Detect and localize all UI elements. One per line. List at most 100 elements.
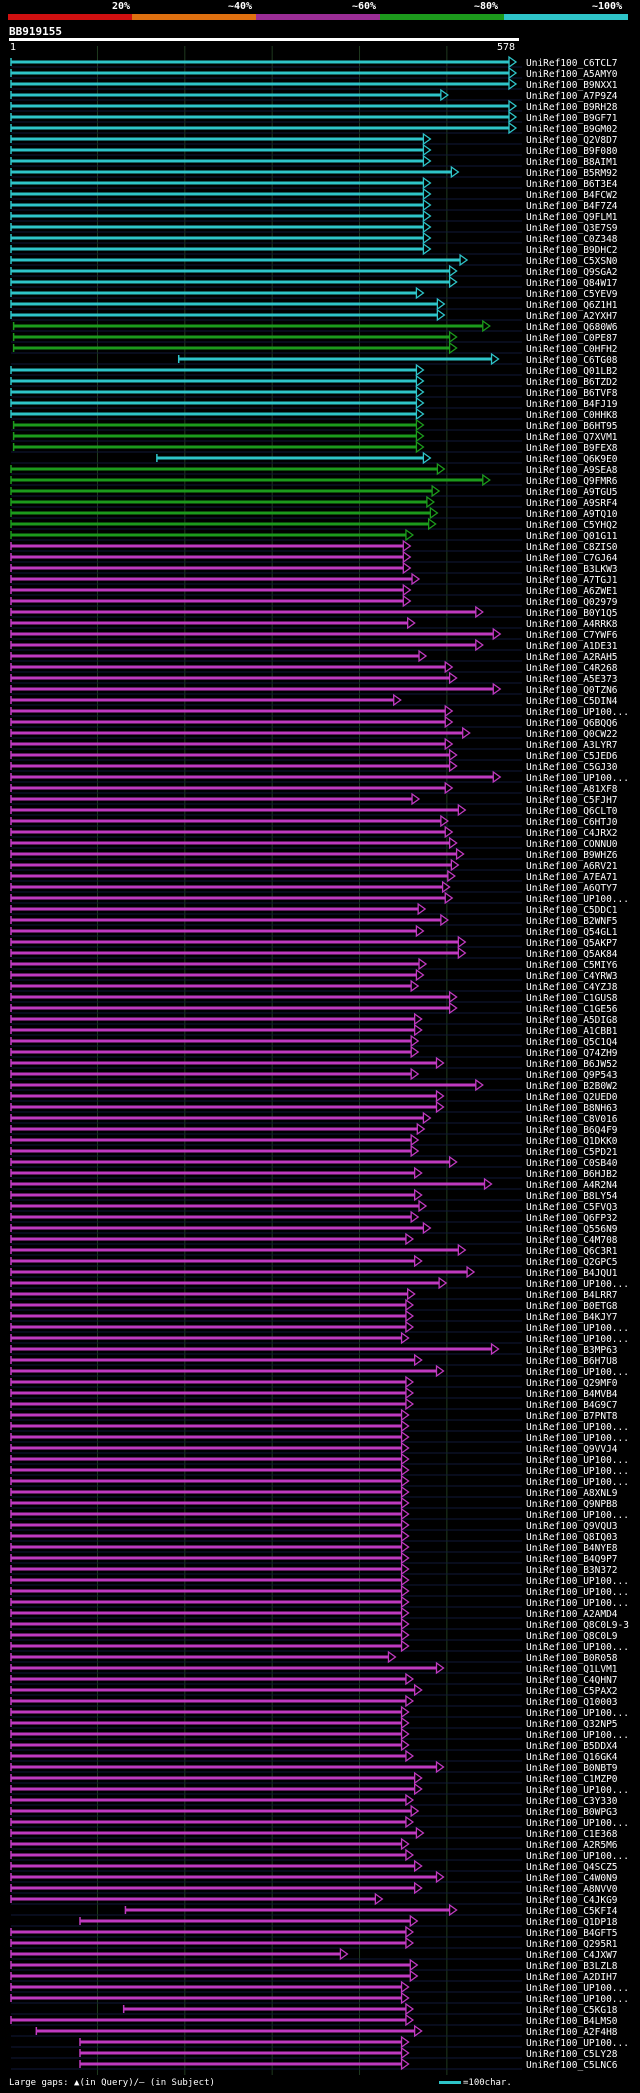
hit-bar[interactable] bbox=[11, 1545, 402, 1549]
hit-label[interactable]: UniRef100_UP100... bbox=[526, 1510, 629, 1521]
hit-label[interactable]: UniRef100_UP100... bbox=[526, 1708, 629, 1719]
hit-label[interactable]: UniRef100_B0WPG3 bbox=[526, 1807, 618, 1818]
hit-label[interactable]: UniRef100_C5KFI4 bbox=[526, 1906, 618, 1917]
hit-bar[interactable] bbox=[11, 753, 450, 757]
hit-row[interactable]: UniRef100_B9NXX1 bbox=[10, 77, 618, 91]
hit-row[interactable]: UniRef100_Q5AK84 bbox=[10, 946, 618, 960]
hit-label[interactable]: UniRef100_A2R5M6 bbox=[526, 1840, 618, 1851]
hit-bar[interactable] bbox=[11, 1028, 415, 1032]
hit-bar[interactable] bbox=[11, 1809, 412, 1813]
hit-row[interactable]: UniRef100_Q01LB2 bbox=[10, 363, 618, 377]
hit-row[interactable]: UniRef100_C6TG08 bbox=[11, 352, 618, 366]
hit-row[interactable]: UniRef100_Q9FMR6 bbox=[10, 473, 618, 487]
hit-bar[interactable] bbox=[11, 841, 450, 845]
hit-bar[interactable] bbox=[11, 1149, 412, 1153]
hit-row[interactable]: UniRef100_C1GE56 bbox=[10, 1001, 618, 1015]
hit-label[interactable]: UniRef100_C1GE56 bbox=[526, 1004, 618, 1015]
hit-label[interactable]: UniRef100_B3MP63 bbox=[526, 1345, 618, 1356]
hit-label[interactable]: UniRef100_C5YHQ2 bbox=[526, 520, 618, 531]
hit-bar[interactable] bbox=[123, 2007, 406, 2011]
hit-label[interactable]: UniRef100_UP100... bbox=[526, 707, 629, 718]
hit-row[interactable]: UniRef100_C5DIN4 bbox=[10, 693, 618, 707]
hit-row[interactable]: UniRef100_B9GF71 bbox=[10, 110, 618, 124]
hit-bar[interactable] bbox=[11, 280, 450, 284]
hit-label[interactable]: UniRef100_C1MZP0 bbox=[526, 1774, 618, 1785]
hit-bar[interactable] bbox=[11, 720, 446, 724]
hit-bar[interactable] bbox=[11, 1226, 424, 1230]
hit-row[interactable]: UniRef100_C6TCL7 bbox=[10, 55, 618, 69]
hit-bar[interactable] bbox=[80, 2051, 402, 2055]
hit-bar[interactable] bbox=[11, 742, 446, 746]
hit-label[interactable]: UniRef100_A6QTY7 bbox=[526, 883, 618, 894]
hit-bar[interactable] bbox=[11, 1248, 459, 1252]
hit-bar[interactable] bbox=[13, 324, 483, 328]
hit-bar[interactable] bbox=[11, 115, 509, 119]
hit-label[interactable]: UniRef100_C8ZIS0 bbox=[526, 542, 618, 553]
hit-row[interactable]: UniRef100_B4NYE8 bbox=[10, 1540, 618, 1554]
hit-label[interactable]: UniRef100_Q9VQU3 bbox=[526, 1521, 618, 1532]
hit-row[interactable]: UniRef100_A9TGU5 bbox=[10, 484, 618, 498]
hit-bar[interactable] bbox=[11, 1325, 406, 1329]
hit-bar[interactable] bbox=[11, 1699, 406, 1703]
hit-label[interactable]: UniRef100_A2F4H8 bbox=[526, 2027, 618, 2038]
hit-row[interactable]: UniRef100_UP100... bbox=[10, 1782, 629, 1796]
hit-label[interactable]: UniRef100_B6Q4F9 bbox=[526, 1125, 618, 1136]
hit-label[interactable]: UniRef100_Q1DKK0 bbox=[526, 1136, 618, 1147]
hit-label[interactable]: UniRef100_Q6FP32 bbox=[526, 1213, 618, 1224]
hit-label[interactable]: UniRef100_A5E373 bbox=[526, 674, 618, 685]
hit-bar[interactable] bbox=[11, 236, 424, 240]
hit-bar[interactable] bbox=[11, 181, 424, 185]
hit-label[interactable]: UniRef100_C5PAX2 bbox=[526, 1686, 618, 1697]
hit-row[interactable]: UniRef100_C5JED6 bbox=[10, 748, 618, 762]
hit-bar[interactable] bbox=[11, 291, 417, 295]
hit-row[interactable]: UniRef100_C5FJH7 bbox=[10, 792, 618, 806]
hit-row[interactable]: UniRef100_C0PE87 bbox=[11, 330, 618, 344]
hit-row[interactable]: UniRef100_B4MVB4 bbox=[10, 1386, 618, 1400]
hit-bar[interactable] bbox=[11, 654, 420, 658]
hit-label[interactable]: UniRef100_C0Z348 bbox=[526, 234, 618, 245]
hit-row[interactable]: UniRef100_B3LZL8 bbox=[10, 1958, 618, 1972]
hit-bar[interactable] bbox=[11, 159, 424, 163]
hit-row[interactable]: UniRef100_B6T3E4 bbox=[10, 176, 618, 190]
hit-label[interactable]: UniRef100_Q1DP18 bbox=[526, 1917, 618, 1928]
hit-row[interactable]: UniRef100_A6ZWE1 bbox=[10, 583, 618, 597]
hit-row[interactable]: UniRef100_UP100... bbox=[10, 1474, 629, 1488]
hit-label[interactable]: UniRef100_B6HJB2 bbox=[526, 1169, 618, 1180]
hit-label[interactable]: UniRef100_UP100... bbox=[526, 1598, 629, 1609]
hit-bar[interactable] bbox=[11, 951, 459, 955]
hit-row[interactable]: UniRef100_Q32NP5 bbox=[10, 1716, 618, 1730]
hit-label[interactable]: UniRef100_Q2GPC5 bbox=[526, 1257, 618, 1268]
hit-label[interactable]: UniRef100_A8NVV0 bbox=[526, 1884, 618, 1895]
hit-row[interactable]: UniRef100_C5GJ30 bbox=[10, 759, 618, 773]
hit-row[interactable]: UniRef100_UP100... bbox=[10, 1991, 629, 2005]
hit-label[interactable]: UniRef100_Q6C3R1 bbox=[526, 1246, 618, 1257]
hit-bar[interactable] bbox=[11, 1259, 415, 1263]
hit-bar[interactable] bbox=[11, 984, 412, 988]
hit-row[interactable]: UniRef100_C5XSN0 bbox=[10, 253, 618, 267]
hit-label[interactable]: UniRef100_Q9P543 bbox=[526, 1070, 618, 1081]
hit-label[interactable]: UniRef100_UP100... bbox=[526, 1785, 629, 1796]
hit-label[interactable]: UniRef100_C0PE87 bbox=[526, 333, 618, 344]
hit-row[interactable]: UniRef100_CONNU0 bbox=[10, 836, 618, 850]
hit-row[interactable]: UniRef100_UP100... bbox=[10, 1463, 629, 1477]
hit-label[interactable]: UniRef100_B9NXX1 bbox=[526, 80, 618, 91]
hit-row[interactable]: UniRef100_B6TVF8 bbox=[10, 385, 618, 399]
hit-bar[interactable] bbox=[11, 1138, 412, 1142]
hit-label[interactable]: UniRef100_B6H7U8 bbox=[526, 1356, 618, 1367]
hit-row[interactable]: UniRef100_C1MZP0 bbox=[10, 1771, 618, 1785]
hit-label[interactable]: UniRef100_B4LMS0 bbox=[526, 2016, 618, 2027]
hit-label[interactable]: UniRef100_B0Y1Q5 bbox=[526, 608, 618, 619]
hit-label[interactable]: UniRef100_C5PD21 bbox=[526, 1147, 618, 1158]
hit-bar[interactable] bbox=[11, 1853, 406, 1857]
hit-row[interactable]: UniRef100_Q6Z1H1 bbox=[10, 297, 618, 311]
hit-bar[interactable] bbox=[11, 1798, 406, 1802]
hit-row[interactable]: UniRef100_Q02979 bbox=[10, 594, 618, 608]
hit-label[interactable]: UniRef100_B4FJ19 bbox=[526, 399, 618, 410]
hit-bar[interactable] bbox=[80, 2040, 402, 2044]
hit-label[interactable]: UniRef100_B4GFT5 bbox=[526, 1928, 618, 1939]
hit-bar[interactable] bbox=[11, 1402, 406, 1406]
hit-bar[interactable] bbox=[11, 1974, 411, 1978]
hit-bar[interactable] bbox=[11, 533, 406, 537]
hit-bar[interactable] bbox=[11, 1644, 402, 1648]
hit-bar[interactable] bbox=[11, 247, 424, 251]
